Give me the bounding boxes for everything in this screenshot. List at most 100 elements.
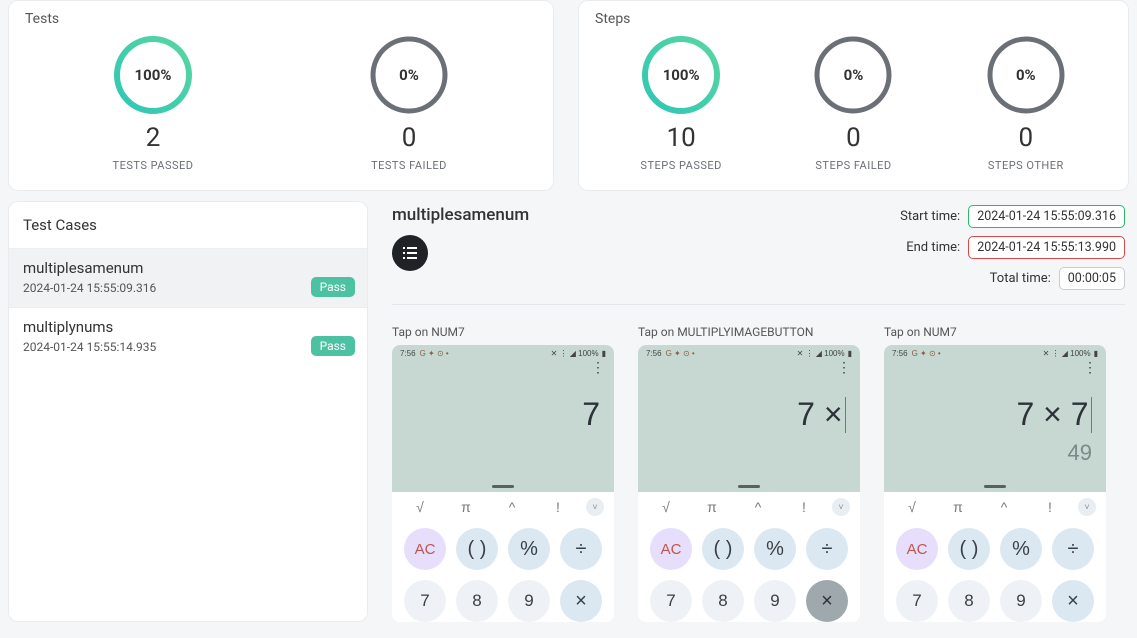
tests-stats-row: 100%2TESTS PASSED 0%0TESTS FAILED <box>25 33 537 172</box>
calc-key: × <box>806 580 848 622</box>
calc-key: 9 <box>1000 580 1042 622</box>
calc-key: 8 <box>702 580 744 622</box>
chevron-down-icon: ˅ <box>586 498 604 516</box>
calc-key: 7 <box>404 580 446 622</box>
stat-count: 0 <box>846 123 861 153</box>
stat-other: 0% 0 STEPS OTHER <box>984 33 1068 172</box>
stat-label: TESTS PASSED <box>113 159 194 172</box>
progress-ring: 100% <box>111 33 195 117</box>
step-label: Tap on NUM7 <box>884 325 1106 339</box>
calc-key: AC <box>404 528 446 570</box>
calc-display: ⋮ 7 × <box>638 360 860 492</box>
calc-key: AC <box>896 528 938 570</box>
total-time-label: Total time: <box>990 271 1051 286</box>
calc-keypad: AC( )%÷ 789× <box>638 518 860 622</box>
phone-screenshot[interactable]: 7:56G ✦ ⊙ •✕ ⋮ ◢ 100%▮⋮7 × 749√π^!˅AC( )… <box>884 345 1106 622</box>
calc-key: AC <box>650 528 692 570</box>
calc-sci-key: √ <box>894 499 930 515</box>
calc-key: % <box>754 528 796 570</box>
end-time-value: 2024-01-24 15:55:13.990 <box>968 236 1125 259</box>
calc-key: 9 <box>754 580 796 622</box>
steps-card-title: Steps <box>595 11 1112 27</box>
phone-statusbar: 7:56G ✦ ⊙ •✕ ⋮ ◢ 100%▮ <box>884 345 1106 360</box>
ring-percent: 100% <box>111 33 195 117</box>
stat-count: 0 <box>1019 123 1034 153</box>
calc-key: % <box>508 528 550 570</box>
calc-sci-key: ! <box>1032 499 1068 515</box>
tests-card-title: Tests <box>25 11 537 27</box>
testcase-item[interactable]: multiplesamenum2024-01-24 15:55:09.316Pa… <box>9 248 367 307</box>
kebab-icon: ⋮ <box>1083 364 1096 370</box>
drag-handle-icon <box>738 485 760 488</box>
chevron-down-icon: ˅ <box>1078 498 1096 516</box>
detail-title: multiplesamenum <box>392 205 529 225</box>
calc-key: ( ) <box>702 528 744 570</box>
testcase-item[interactable]: multiplynums2024-01-24 15:55:14.935Pass <box>9 307 367 366</box>
calc-key: × <box>1052 580 1094 622</box>
step-label: Tap on NUM7 <box>392 325 614 339</box>
list-icon[interactable] <box>392 235 428 271</box>
calc-sci-key: ! <box>540 499 576 515</box>
phone-screenshot[interactable]: 7:56G ✦ ⊙ •✕ ⋮ ◢ 100%▮⋮7√π^!˅AC( )%÷789× <box>392 345 614 622</box>
calc-sci-key: ^ <box>986 499 1022 515</box>
calc-expression: 7 × 7 <box>1016 396 1092 433</box>
calc-key: × <box>560 580 602 622</box>
progress-ring: 0% <box>367 33 451 117</box>
ring-percent: 0% <box>984 33 1068 117</box>
total-time-value: 00:00:05 <box>1059 267 1125 290</box>
calc-key: 8 <box>948 580 990 622</box>
steps-summary-card: Steps 100%10STEPS PASSED0%0STEPS FAILED0… <box>578 0 1129 191</box>
calc-key: 7 <box>650 580 692 622</box>
calc-key: 7 <box>896 580 938 622</box>
progress-ring: 0% <box>984 33 1068 117</box>
kebab-icon: ⋮ <box>591 364 604 370</box>
progress-ring: 100% <box>639 33 723 117</box>
calc-keypad: AC( )%÷ 789× <box>884 518 1106 622</box>
calc-sci-row: √π^!˅ <box>638 492 860 518</box>
ring-percent: 0% <box>811 33 895 117</box>
calc-expression: 7 <box>582 396 600 433</box>
stat-label: STEPS PASSED <box>640 159 721 172</box>
ring-percent: 100% <box>639 33 723 117</box>
step-column: Tap on MULTIPLYIMAGEBUTTON 7:56G ✦ ⊙ •✕ ⋮… <box>638 325 860 622</box>
testcases-card: Test Cases multiplesamenum2024-01-24 15:… <box>8 201 368 622</box>
stat-failed: 0%0TESTS FAILED <box>367 33 451 172</box>
start-time-value: 2024-01-24 15:55:09.316 <box>968 205 1125 228</box>
calc-sci-key: π <box>448 499 484 515</box>
tests-summary-card: Tests 100%2TESTS PASSED 0%0TESTS FAILED <box>8 0 554 191</box>
calc-sci-key: π <box>940 499 976 515</box>
drag-handle-icon <box>984 485 1006 488</box>
stat-failed: 0% 0 STEPS FAILED <box>811 33 895 172</box>
testcase-timestamp: 2024-01-24 15:55:09.316 <box>23 281 353 295</box>
calc-key: ( ) <box>948 528 990 570</box>
stat-count: 10 <box>667 123 696 153</box>
calc-sci-key: √ <box>648 499 684 515</box>
steps-stats-row: 100% 10 STEPS PASSED 0% 0 STEPS FAILED 0% 0 STEP… <box>595 33 1112 172</box>
stat-label: STEPS FAILED <box>815 159 891 172</box>
calc-key: ÷ <box>806 528 848 570</box>
calc-sci-row: √ π ^! ˅ <box>884 492 1106 518</box>
calc-key: ÷ <box>1052 528 1094 570</box>
step-column: Tap on NUM77:56G ✦ ⊙ •✕ ⋮ ◢ 100%▮⋮7 × 74… <box>884 325 1106 622</box>
calc-key: 9 <box>508 580 550 622</box>
step-label: Tap on MULTIPLYIMAGEBUTTON <box>638 325 860 339</box>
testcase-name: multiplesamenum <box>23 259 353 277</box>
stat-passed: 100%2TESTS PASSED <box>111 33 195 172</box>
calc-key: % <box>1000 528 1042 570</box>
kebab-icon: ⋮ <box>837 364 850 370</box>
phone-statusbar: 7:56G ✦ ⊙ •✕ ⋮ ◢ 100%▮ <box>638 345 860 360</box>
testcase-name: multiplynums <box>23 318 353 336</box>
stat-count: 0 <box>402 123 417 153</box>
calc-key: ÷ <box>560 528 602 570</box>
calc-sci-key: ^ <box>494 499 530 515</box>
calc-sci-key: √ <box>402 499 438 515</box>
calc-display: ⋮7 × 749 <box>884 360 1106 492</box>
drag-handle-icon <box>492 485 514 488</box>
calc-expression: 7 × <box>797 396 846 433</box>
stat-label: STEPS OTHER <box>988 159 1064 172</box>
calc-sci-key: ! <box>786 499 822 515</box>
calc-sci-row: √ π ^! ˅ <box>392 492 614 518</box>
phone-screenshot[interactable]: 7:56G ✦ ⊙ •✕ ⋮ ◢ 100%▮ ⋮ 7 × √π^!˅ AC( )%÷ 78… <box>638 345 860 622</box>
calc-key: 8 <box>456 580 498 622</box>
calc-keypad: AC( )%÷789× <box>392 518 614 622</box>
